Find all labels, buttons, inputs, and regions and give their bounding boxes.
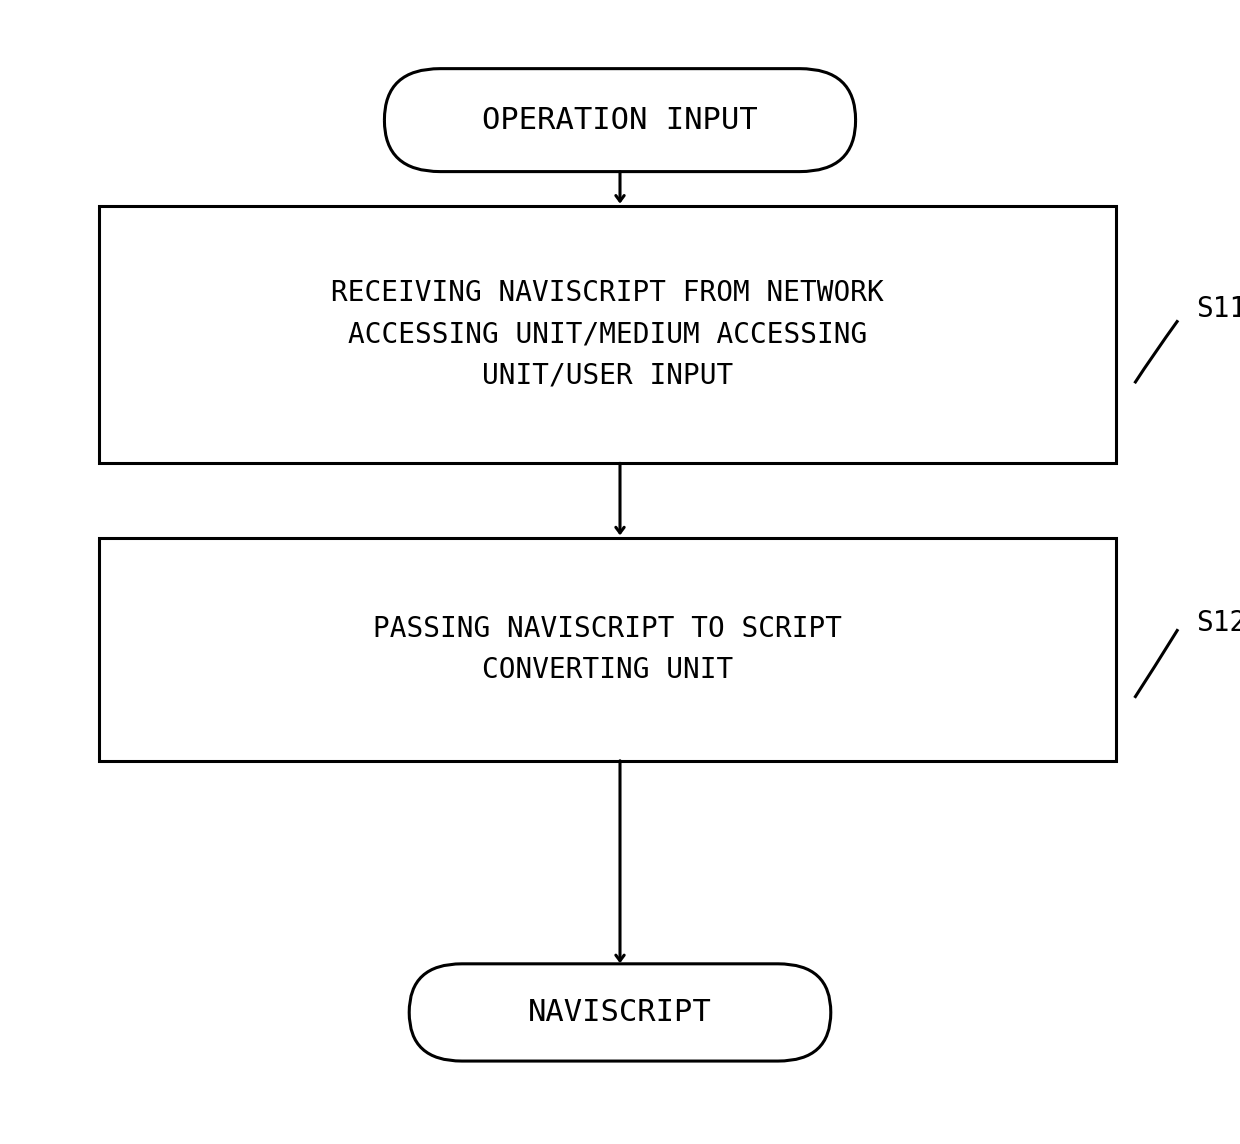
- Text: S11: S11: [1197, 295, 1240, 323]
- Bar: [99, 206, 1116, 463]
- Bar: [99, 538, 1116, 761]
- Text: OPERATION INPUT: OPERATION INPUT: [482, 105, 758, 135]
- FancyBboxPatch shape: [409, 963, 831, 1062]
- Text: S12: S12: [1197, 610, 1240, 637]
- Text: RECEIVING NAVISCRIPT FROM NETWORK
ACCESSING UNIT/MEDIUM ACCESSING
UNIT/USER INPU: RECEIVING NAVISCRIPT FROM NETWORK ACCESS…: [331, 279, 884, 390]
- FancyBboxPatch shape: [384, 69, 856, 172]
- Text: PASSING NAVISCRIPT TO SCRIPT
CONVERTING UNIT: PASSING NAVISCRIPT TO SCRIPT CONVERTING …: [373, 614, 842, 684]
- Text: NAVISCRIPT: NAVISCRIPT: [528, 998, 712, 1027]
